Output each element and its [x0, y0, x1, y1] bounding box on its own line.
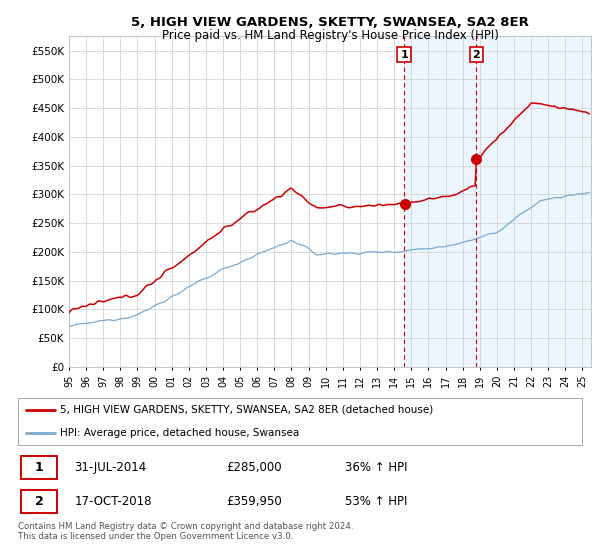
- Text: Contains HM Land Registry data © Crown copyright and database right 2024.
This d: Contains HM Land Registry data © Crown c…: [18, 522, 353, 542]
- Text: HPI: Average price, detached house, Swansea: HPI: Average price, detached house, Swan…: [60, 428, 299, 438]
- Text: 31-JUL-2014: 31-JUL-2014: [74, 461, 146, 474]
- Text: 2: 2: [35, 494, 44, 508]
- Text: 2: 2: [472, 50, 480, 59]
- Text: 5, HIGH VIEW GARDENS, SKETTY, SWANSEA, SA2 8ER (detached house): 5, HIGH VIEW GARDENS, SKETTY, SWANSEA, S…: [60, 404, 434, 414]
- FancyBboxPatch shape: [21, 489, 58, 513]
- Text: £359,950: £359,950: [227, 494, 283, 508]
- Text: 5, HIGH VIEW GARDENS, SKETTY, SWANSEA, SA2 8ER: 5, HIGH VIEW GARDENS, SKETTY, SWANSEA, S…: [131, 16, 529, 29]
- Bar: [476, 36, 591, 367]
- Text: 1: 1: [400, 50, 408, 59]
- Text: 1: 1: [35, 461, 44, 474]
- Text: £285,000: £285,000: [227, 461, 283, 474]
- FancyBboxPatch shape: [21, 456, 58, 479]
- Text: Price paid vs. HM Land Registry's House Price Index (HPI): Price paid vs. HM Land Registry's House …: [161, 29, 499, 42]
- Text: 17-OCT-2018: 17-OCT-2018: [74, 494, 152, 508]
- Bar: [404, 36, 476, 367]
- Text: 53% ↑ HPI: 53% ↑ HPI: [345, 494, 407, 508]
- Text: 36% ↑ HPI: 36% ↑ HPI: [345, 461, 407, 474]
